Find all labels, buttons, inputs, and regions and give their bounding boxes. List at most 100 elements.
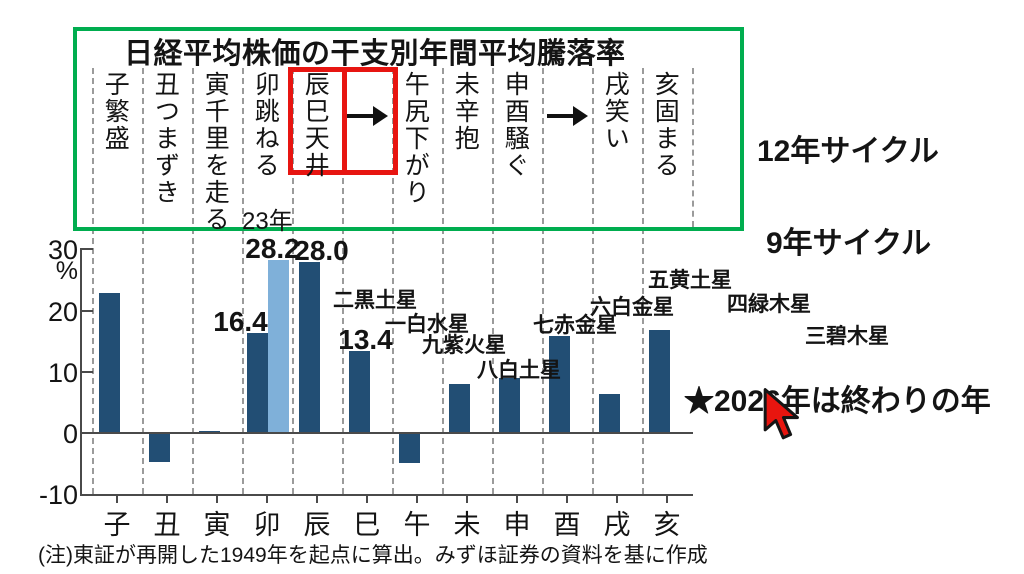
nine-star-label: 二黒土星 (333, 289, 417, 312)
dragon-snake-highlight-box (288, 67, 398, 175)
zodiac-saying-申: 申酉騒ぐ (501, 71, 530, 179)
bar-巳 (349, 350, 370, 433)
gridline (292, 68, 294, 494)
chart-title: 日経平均株価の干支別年間平均騰落率 (124, 38, 626, 70)
y-tick-label-20: 20 (47, 296, 78, 327)
red-box-divider (342, 70, 347, 172)
gridline (642, 68, 644, 494)
bar-午 (399, 433, 420, 463)
gridline (542, 68, 544, 494)
cycle12-label: 12年サイクル (757, 135, 939, 168)
2026-annotation: ★2026年は終わりの年 (684, 385, 991, 418)
bar-酉 (549, 336, 570, 433)
nine-star-label: 七赤金星 (533, 314, 617, 337)
x-tick (216, 494, 218, 503)
y-tick (80, 248, 93, 251)
zodiac-saying-子: 子繁盛 (101, 71, 130, 152)
bar-辰 (299, 261, 320, 433)
y-tick-label-10: 10 (47, 357, 78, 388)
gridline (342, 68, 344, 494)
nine-star-label: 五黄土星 (648, 269, 732, 292)
x-tick-label-辰: 辰 (303, 510, 331, 540)
x-tick-label-巳: 巳 (353, 510, 381, 540)
y-tick (80, 309, 93, 312)
bar-value-label: 16.4 (213, 305, 268, 337)
x-tick-label-酉: 酉 (553, 510, 581, 540)
gridline (442, 68, 444, 494)
x-tick-label-午: 午 (403, 510, 431, 540)
y-tick-label-30: 30 (47, 235, 78, 266)
bar-寅 (199, 430, 220, 433)
bar-卯 (247, 332, 268, 433)
x-tick-label-未: 未 (453, 510, 481, 540)
zero-line (80, 432, 693, 434)
y-tick (80, 370, 93, 373)
gridline (142, 68, 144, 494)
x-tick (316, 494, 318, 503)
source-note: (注)東証が再開した1949年を起点に算出。みずほ証券の資料を基に作成 (38, 544, 708, 567)
bar-丑 (149, 433, 170, 462)
nine-star-label: 三碧木星 (805, 325, 889, 348)
zodiac-saying-未: 未辛抱 (451, 71, 480, 152)
x-tick (616, 494, 618, 503)
bar-value-label: 13.4 (338, 323, 393, 355)
x-tick-label-丑: 丑 (153, 510, 181, 540)
y-tick-label-0: 0 (62, 419, 78, 449)
x-tick (566, 494, 568, 503)
bar-戌 (599, 393, 620, 433)
x-tick-label-卯: 卯 (253, 510, 281, 540)
gridline (492, 68, 494, 494)
arrow-shaft (347, 114, 375, 118)
bar-子 (99, 293, 120, 433)
x-tick (416, 494, 418, 503)
gridline (392, 68, 394, 494)
nine-star-label: 一白水星 (385, 313, 469, 336)
x-tick-label-子: 子 (103, 510, 131, 540)
right-arrow-icon (547, 106, 589, 126)
zodiac-saying-午: 午尻下がり (401, 71, 430, 206)
zodiac-saying-辰: 辰巳天井 (301, 71, 330, 179)
x-tick (166, 494, 168, 503)
bar-申 (499, 377, 520, 433)
cycle-legend-box (73, 27, 744, 231)
gridline (242, 68, 244, 494)
bar-卯-2023 (268, 260, 289, 433)
x-tick (116, 494, 118, 503)
x-tick-label-寅: 寅 (203, 510, 231, 540)
x-axis (80, 494, 693, 496)
zodiac-saying-卯: 卯跳ねる (251, 71, 280, 179)
year-23-label: 23年 (242, 208, 293, 235)
bar-未 (449, 384, 470, 433)
bar-value-label-232: 28.2 (245, 233, 300, 265)
arrow-shaft (547, 114, 575, 118)
x-tick (366, 494, 368, 503)
nine-star-label: 九紫火星 (422, 334, 506, 357)
gridline (592, 68, 594, 494)
zodiac-saying-丑: 丑つまずき (151, 71, 180, 206)
arrow-head (573, 106, 588, 126)
x-tick (266, 494, 268, 503)
nine-star-label: 六白金星 (590, 296, 674, 319)
gridline (692, 68, 694, 227)
x-tick-label-申: 申 (503, 510, 531, 540)
y-tick-label--10: -10 (38, 480, 78, 511)
bar-亥 (649, 330, 670, 433)
x-tick-label-亥: 亥 (653, 510, 681, 540)
nine-star-label: 四緑木星 (727, 293, 811, 316)
x-tick (516, 494, 518, 503)
y-axis-unit-label: % (55, 257, 78, 285)
x-tick (666, 494, 668, 503)
gridline (192, 68, 194, 494)
zodiac-saying-寅: 寅千里を走る (201, 71, 230, 233)
zodiac-saying-戌: 戌笑い (601, 71, 630, 152)
x-tick (466, 494, 468, 503)
red-cursor-icon (763, 388, 799, 440)
x-tick-label-戌: 戌 (603, 510, 631, 540)
cycle9-label: 9年サイクル (766, 227, 932, 260)
nine-star-label: 八白土星 (477, 359, 561, 382)
bar-value-label: 28.0 (294, 234, 349, 266)
right-arrow-icon (347, 106, 389, 126)
gridline (92, 68, 94, 494)
zodiac-saying-亥: 亥固まる (651, 71, 680, 179)
